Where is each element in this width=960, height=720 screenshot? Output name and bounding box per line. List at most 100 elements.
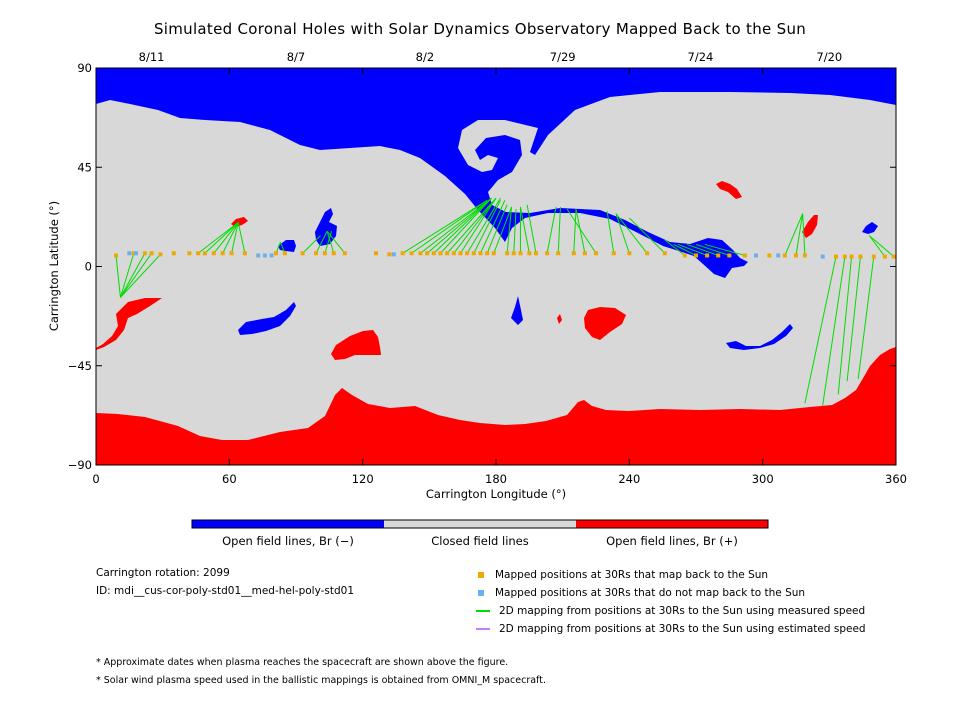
mapped-point: [505, 251, 510, 256]
colorbar-label: Open field lines, Br (+): [606, 534, 738, 548]
green-line-icon: [476, 610, 490, 612]
negative-hole-75: [238, 302, 296, 335]
date-tick-label: 7/20: [816, 50, 842, 64]
measured-mapping-line: [546, 206, 557, 254]
unmapped-square-icon: [478, 590, 484, 596]
mapped-point: [418, 251, 423, 256]
x-axis-title: Carrington Longitude (°): [426, 487, 566, 501]
mapped-point: [556, 251, 561, 256]
measured-mapping-line: [837, 256, 853, 395]
x-tick-label: 60: [222, 472, 237, 486]
measured-mapping-line: [446, 197, 497, 254]
measured-mapping-line: [440, 197, 492, 254]
mapped-point: [314, 251, 318, 256]
measured-mapping-line: [402, 199, 488, 254]
negative-hole-290: [726, 324, 793, 350]
y-axis-title: Carrington Latitude (°): [47, 201, 61, 331]
x-tick-label: 0: [92, 472, 99, 486]
colorbar-segment: [576, 520, 768, 528]
mapped-point: [114, 253, 118, 258]
date-tick-label: 8/2: [416, 50, 435, 64]
measured-mapping-line: [868, 235, 886, 257]
measured-mapping-line: [784, 213, 804, 256]
measured-mapping-line: [120, 252, 152, 298]
measured-mapping-line: [846, 256, 861, 382]
positive-hole-224: [584, 307, 626, 340]
legend-item-estimated: 2D mapping from positions at 30Rs to the…: [476, 620, 866, 638]
measured-mapping-line: [115, 255, 121, 298]
unmapped-point: [776, 253, 781, 258]
legend-item-measured: 2D mapping from positions at 30Rs to the…: [476, 602, 866, 620]
mapped-point: [322, 251, 327, 256]
measured-mapping-line: [686, 243, 719, 256]
legend-item-mapped: Mapped positions at 30Rs that map back t…: [476, 566, 866, 584]
measured-mapping-line: [615, 213, 648, 254]
negative-hole-190: [511, 296, 523, 325]
measured-mapping-line: [795, 213, 804, 256]
measured-mapping-line: [237, 222, 246, 254]
y-tick-label: 45: [77, 160, 92, 174]
positive-hole-171: [557, 314, 562, 324]
mapped-point: [794, 253, 798, 258]
measured-mapping-line: [695, 243, 730, 256]
mapped-point: [465, 251, 470, 256]
mapped-point: [478, 251, 483, 256]
measured-mapping-line: [822, 256, 846, 406]
mapped-point: [202, 251, 207, 256]
y-tick-label: 90: [77, 61, 92, 75]
measured-mapping-line: [678, 243, 708, 256]
measured-mapping-line: [628, 217, 666, 254]
measured-mapping-line: [673, 243, 697, 256]
mapped-point: [694, 253, 698, 258]
mapped-point: [242, 251, 247, 256]
colorbar-segment: [384, 520, 576, 528]
measured-mapping-line: [575, 209, 586, 254]
mapped-point: [582, 251, 587, 256]
measured-mapping-line: [120, 253, 146, 298]
mapped-point: [409, 251, 414, 256]
mapped-point: [471, 251, 476, 256]
y-tick-label: −45: [68, 359, 92, 373]
mapped-point: [491, 251, 496, 256]
date-tick-label: 7/24: [688, 50, 714, 64]
mapped-point: [445, 251, 450, 256]
colorbar-frame: [191, 519, 769, 529]
mapped-point: [149, 251, 154, 256]
note-dates: * Approximate dates when plasma reaches …: [96, 657, 509, 668]
x-tick-label: 180: [485, 472, 507, 486]
measured-mapping-line: [493, 206, 513, 254]
negative-hole-86: [278, 240, 296, 252]
south-polar-positive-hole: [96, 347, 896, 465]
mapped-point: [871, 254, 876, 259]
measured-mapping-line: [222, 222, 239, 254]
colorbar-label: Closed field lines: [431, 534, 529, 548]
mapped-point: [438, 251, 443, 256]
measured-mapping-line: [326, 231, 335, 254]
mapped-point: [882, 254, 887, 259]
measured-mapping-line: [302, 235, 321, 254]
mapped-point: [431, 251, 436, 256]
mapped-point: [374, 251, 378, 256]
mapped-point: [400, 251, 405, 256]
mapped-point: [425, 251, 430, 256]
legend-label: Mapped positions at 30Rs that do not map…: [495, 587, 806, 599]
measured-mapping-line: [704, 243, 746, 256]
mapped-point: [858, 254, 863, 259]
positive-hole-105: [331, 330, 381, 360]
north-polar-negative-hole: [96, 68, 896, 278]
unmapped-point: [256, 253, 261, 258]
mapped-point: [220, 251, 225, 256]
positive-hole-283: [716, 181, 742, 199]
note-speed: * Solar wind plasma speed used in the ba…: [96, 675, 546, 686]
closed-field-region: [96, 68, 896, 465]
mapped-point: [331, 251, 336, 256]
y-tick-label: 0: [85, 260, 92, 274]
mapped-point: [527, 251, 532, 256]
colorbar-label: Open field lines, Br (−): [222, 534, 354, 548]
mapped-point: [282, 251, 287, 256]
unmapped-point: [134, 251, 138, 256]
mapped-point: [727, 253, 732, 258]
mapped-point: [842, 254, 847, 259]
mapped-point: [211, 251, 216, 256]
date-tick-label: 7/29: [550, 50, 576, 64]
